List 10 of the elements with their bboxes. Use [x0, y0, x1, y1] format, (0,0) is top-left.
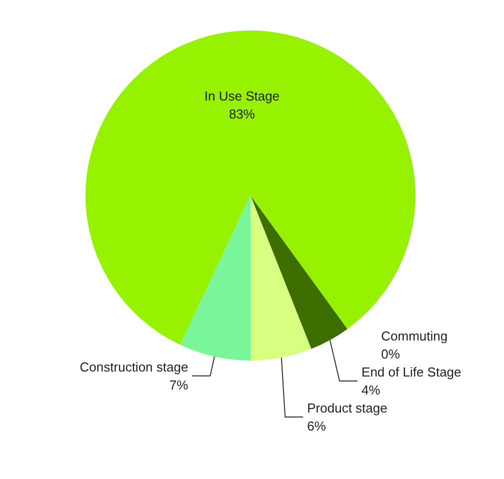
data-label: 83%	[228, 106, 256, 122]
text: 0%	[381, 346, 400, 362]
data-label: 6%	[307, 418, 326, 434]
slice-label: Construction stage	[80, 359, 188, 374]
category-label: Commuting	[381, 328, 448, 344]
slice-label: In Use Stage	[204, 88, 280, 104]
data-label: 7%	[169, 377, 189, 392]
slice-label: End of Life Stage	[362, 364, 462, 380]
slice-label: Product stage	[307, 400, 388, 416]
data-label: 4%	[362, 382, 381, 398]
